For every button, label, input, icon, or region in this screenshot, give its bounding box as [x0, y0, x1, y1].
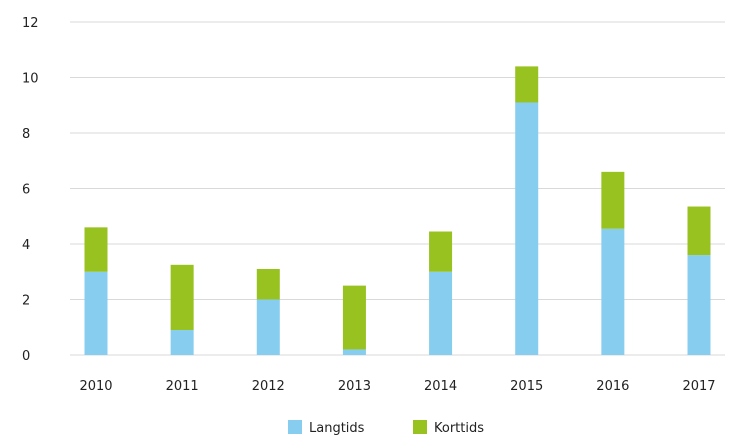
x-tick-label-2010: 2010: [79, 379, 112, 394]
bar-korttids-2010: [84, 227, 108, 272]
legend-label-langtids: Langtids: [309, 421, 365, 436]
y-tick-label-6: 6: [22, 183, 30, 198]
y-tick-label-4: 4: [22, 238, 30, 253]
x-tick-label-2011: 2011: [166, 379, 199, 394]
legend-label-korttids: Korttids: [434, 421, 484, 436]
x-axis: 2010 2011 2012 2013 2014 2015 2016 2017: [79, 379, 715, 394]
bar-korttids-2015: [515, 66, 539, 103]
x-tick-label-2017: 2017: [682, 379, 715, 394]
bar-langtids-2012: [256, 299, 280, 355]
x-tick-label-2013: 2013: [338, 379, 371, 394]
legend-swatch-korttids: [413, 420, 427, 434]
bar-langtids-2013: [342, 349, 366, 355]
bars: [84, 66, 711, 355]
legend-swatch-langtids: [288, 420, 302, 434]
bar-langtids-2010: [84, 271, 108, 355]
bar-langtids-2016: [601, 228, 625, 355]
y-tick-label-12: 12: [22, 16, 39, 31]
gridlines: [70, 21, 725, 356]
bar-langtids-2011: [170, 330, 194, 355]
y-tick-label-10: 10: [22, 72, 39, 87]
y-tick-label-8: 8: [22, 127, 30, 142]
bar-korttids-2013: [342, 285, 366, 350]
bar-korttids-2014: [429, 231, 453, 272]
bar-langtids-2015: [515, 102, 539, 355]
bar-korttids-2011: [170, 264, 194, 331]
x-tick-label-2014: 2014: [424, 379, 457, 394]
bar-langtids-2017: [687, 255, 711, 355]
bar-korttids-2016: [601, 171, 625, 229]
bar-korttids-2017: [687, 206, 711, 256]
y-tick-label-2: 2: [22, 294, 30, 309]
x-tick-label-2015: 2015: [510, 379, 543, 394]
x-tick-label-2012: 2012: [252, 379, 285, 394]
y-tick-label-0: 0: [22, 349, 30, 364]
bar-korttids-2012: [256, 268, 280, 300]
x-tick-label-2016: 2016: [596, 379, 629, 394]
bar-langtids-2014: [429, 271, 453, 355]
y-axis: 0 2 4 6 8 10 12: [22, 16, 39, 364]
legend: Langtids Korttids: [288, 420, 484, 436]
